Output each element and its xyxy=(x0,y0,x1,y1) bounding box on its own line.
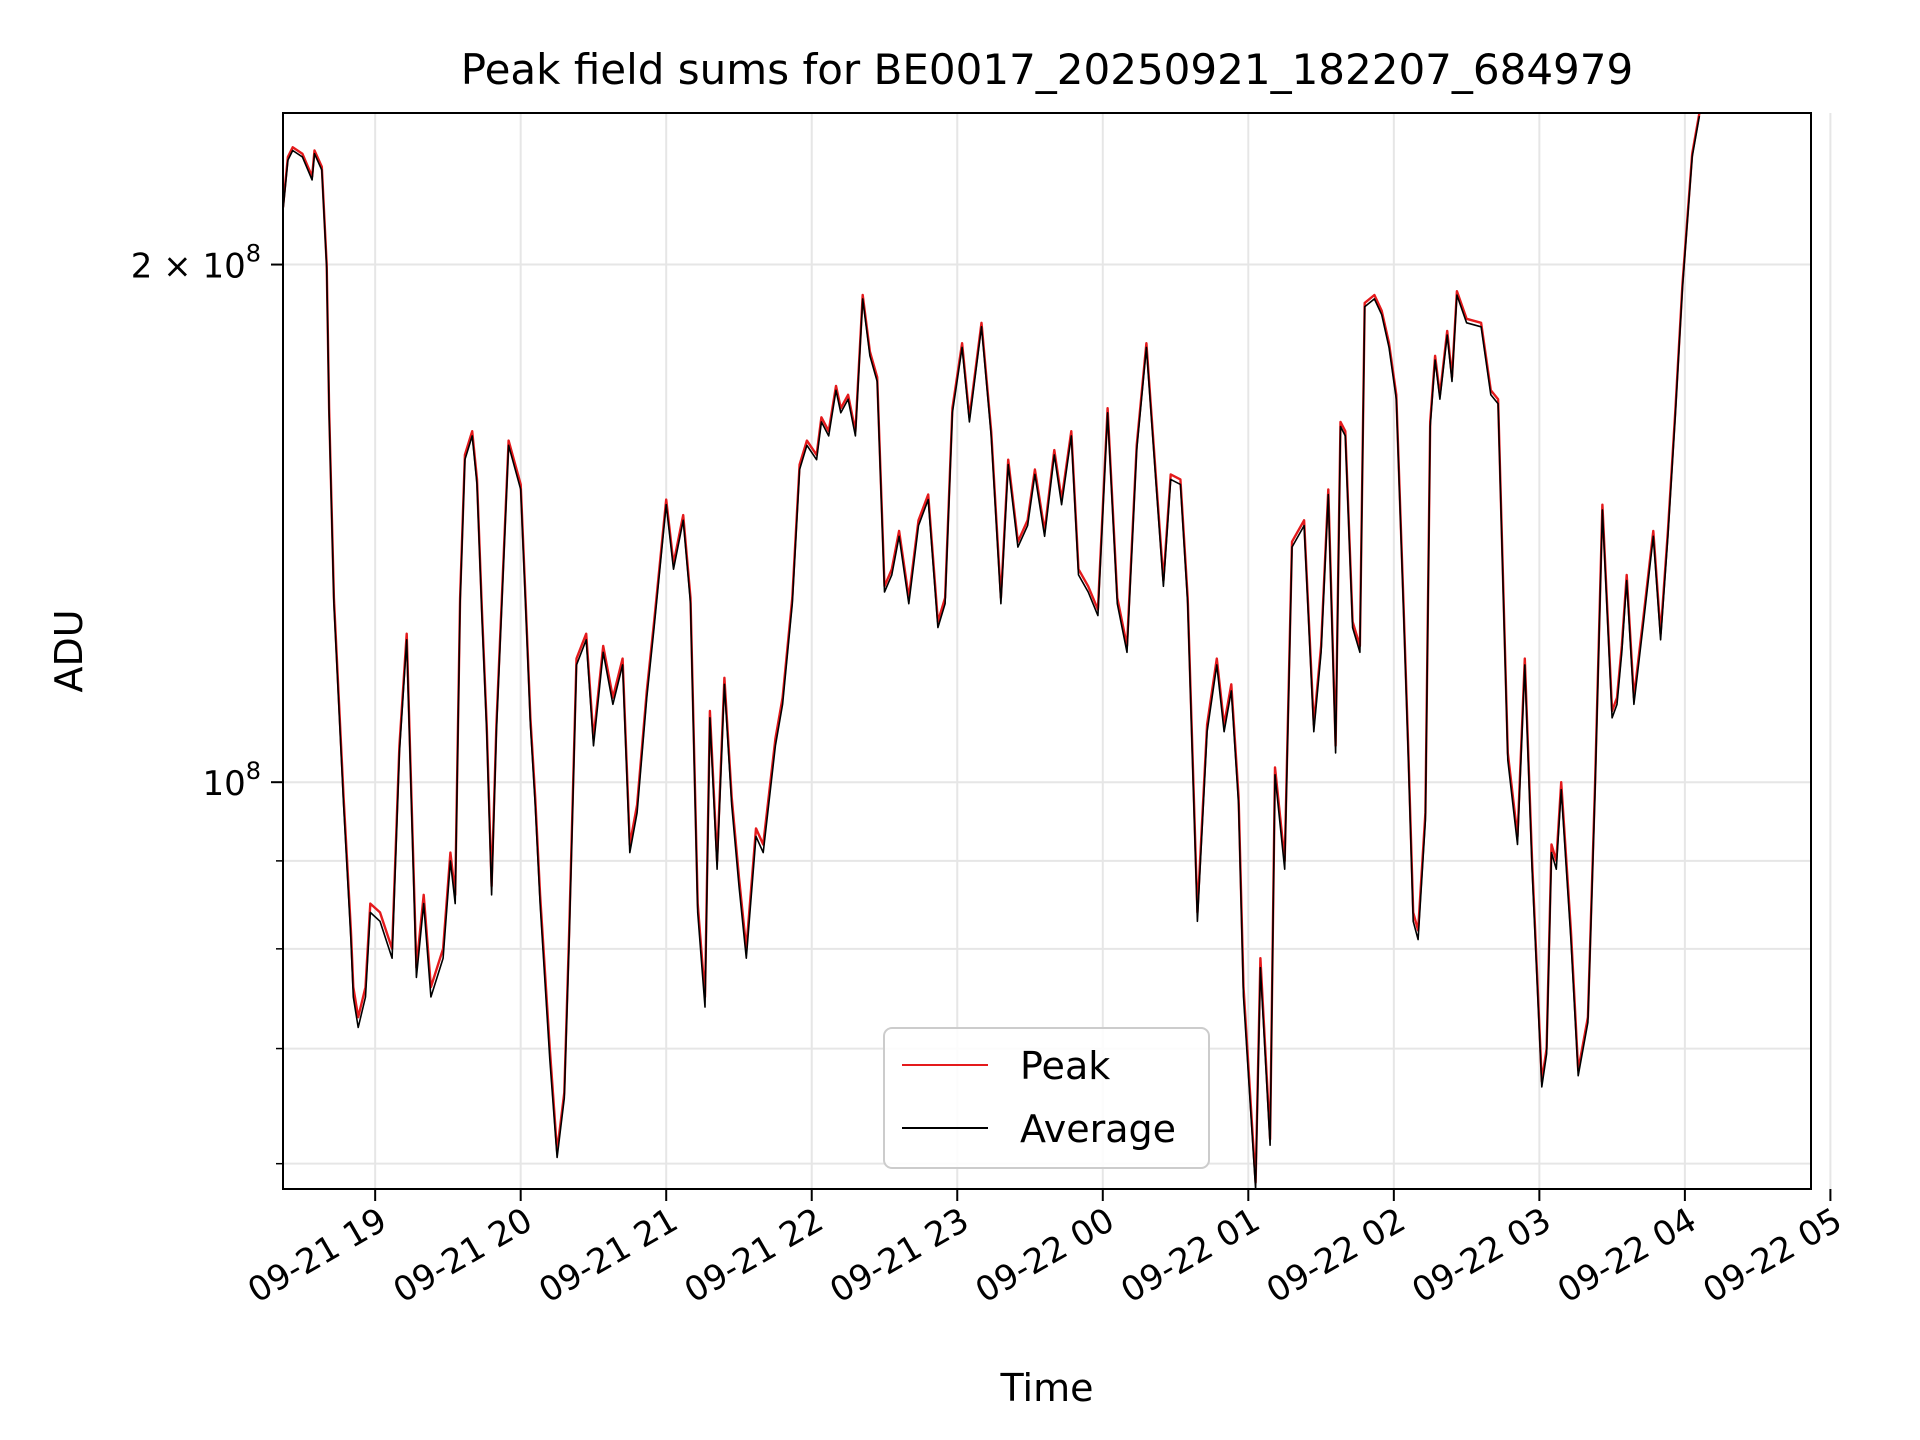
legend-label-peak: Peak xyxy=(1020,1044,1110,1088)
plot-frame xyxy=(282,112,1812,1190)
grid xyxy=(283,113,1832,1189)
y-axis-label: ADU xyxy=(47,609,91,692)
y-tick-label: 108 xyxy=(202,757,261,804)
y-axis: 108 2 × 108 xyxy=(131,240,283,1165)
legend-label-average: Average xyxy=(1020,1107,1176,1151)
chart-title: Peak field sums for BE0017_20250921_1822… xyxy=(461,45,1633,94)
legend-box xyxy=(883,1027,1210,1169)
legend: Peak Average xyxy=(883,1027,1210,1169)
series-layer xyxy=(283,113,1701,1189)
y-tick-label: 2 × 108 xyxy=(131,240,261,287)
series-line-average xyxy=(283,115,1701,1189)
x-axis-label: Time xyxy=(1000,1366,1094,1410)
